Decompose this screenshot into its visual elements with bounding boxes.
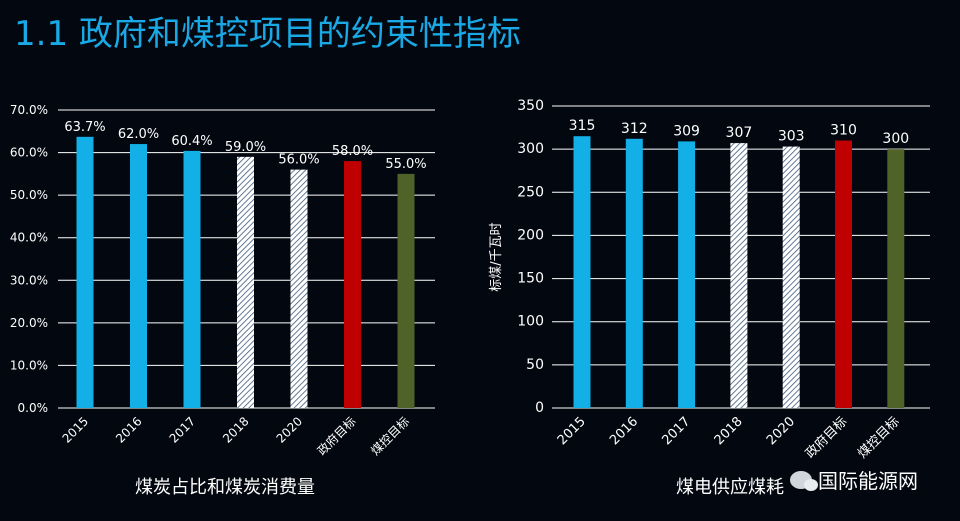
bar-0 xyxy=(573,136,591,408)
data-label: 303 xyxy=(778,129,805,145)
x-tick-label: 2016 xyxy=(113,414,144,445)
x-tick-label: 2017 xyxy=(167,414,198,445)
page-title: 1.1 政府和煤控项目的约束性指标 xyxy=(14,14,521,54)
bar-3 xyxy=(237,156,254,408)
x-tick-label: 2015 xyxy=(555,414,589,448)
data-label: 56.0% xyxy=(278,153,319,168)
y-tick-label: 250 xyxy=(517,184,544,200)
y-tick-label: 30.0% xyxy=(10,273,48,287)
bar-5 xyxy=(344,161,361,408)
data-label: 63.7% xyxy=(64,120,105,135)
y-tick-label: 200 xyxy=(517,227,544,243)
bar-0 xyxy=(76,136,94,408)
wechat-icon xyxy=(790,470,818,491)
y-tick-label: 20.0% xyxy=(10,316,48,330)
data-label: 60.4% xyxy=(171,134,212,149)
bar-3 xyxy=(730,143,748,409)
y-tick-label: 50.0% xyxy=(10,188,48,202)
x-tick-label: 2018 xyxy=(220,414,251,445)
x-tick-label: 煤控目标 xyxy=(855,414,902,461)
bar-1 xyxy=(625,138,643,408)
bar-2 xyxy=(183,150,201,408)
data-label: 62.0% xyxy=(118,127,159,142)
bar-4 xyxy=(782,146,800,408)
y-tick-label: 10.0% xyxy=(10,358,48,372)
data-label: 312 xyxy=(621,121,648,137)
y-tick-label: 100 xyxy=(517,314,544,330)
x-tick-label: 2020 xyxy=(764,414,798,448)
y-tick-label: 40.0% xyxy=(10,231,48,245)
y-tick-label: 50 xyxy=(526,357,544,373)
y-tick-label: 350 xyxy=(517,98,544,114)
x-tick-label: 政府目标 xyxy=(803,414,850,461)
y-tick-label: 300 xyxy=(517,141,544,157)
y-tick-label: 70.0% xyxy=(10,103,48,117)
x-tick-label: 煤控目标 xyxy=(368,414,412,458)
data-label: 55.0% xyxy=(385,157,426,172)
x-tick-label: 2018 xyxy=(712,414,746,448)
data-label: 315 xyxy=(569,118,596,134)
chart-coal-consumption: 0 50 100 150 200 250 300 350 315 2015 312 2016 309 20… xyxy=(489,98,930,498)
bar-5 xyxy=(835,140,852,408)
data-label: 59.0% xyxy=(225,140,266,155)
y-tick-label: 0.0% xyxy=(18,401,49,415)
watermark: 国际能源网 xyxy=(790,465,918,494)
bar-1 xyxy=(130,144,147,409)
data-label: 307 xyxy=(726,125,753,141)
bar-2 xyxy=(678,141,696,408)
chart-title: 煤电供应煤耗 xyxy=(676,477,784,498)
data-label: 309 xyxy=(673,123,700,139)
bar-6 xyxy=(887,149,905,408)
x-tick-label: 2016 xyxy=(607,414,641,448)
x-tick-label: 2017 xyxy=(659,414,693,448)
x-tick-label: 政府目标 xyxy=(314,414,359,459)
chart-coal-share: 0.0% 10.0% 20.0% 30.0% 40.0% 50.0% 60.0% 70.0% 6… xyxy=(10,103,435,498)
bar-4 xyxy=(290,169,308,408)
data-label: 58.0% xyxy=(332,144,373,159)
watermark-text: 国际能源网 xyxy=(818,469,918,493)
bar-6 xyxy=(397,173,415,408)
data-label: 300 xyxy=(882,131,909,147)
x-tick-label: 2020 xyxy=(274,414,305,445)
y-tick-label: 150 xyxy=(517,271,544,287)
data-label: 310 xyxy=(830,123,857,139)
y-tick-label: 60.0% xyxy=(10,146,48,160)
y-axis-label: 标煤/千瓦时 xyxy=(489,222,504,291)
chart-title: 煤炭占比和煤炭消费量 xyxy=(135,477,315,498)
x-tick-label: 2015 xyxy=(60,414,91,445)
y-tick-label: 0 xyxy=(535,400,544,416)
